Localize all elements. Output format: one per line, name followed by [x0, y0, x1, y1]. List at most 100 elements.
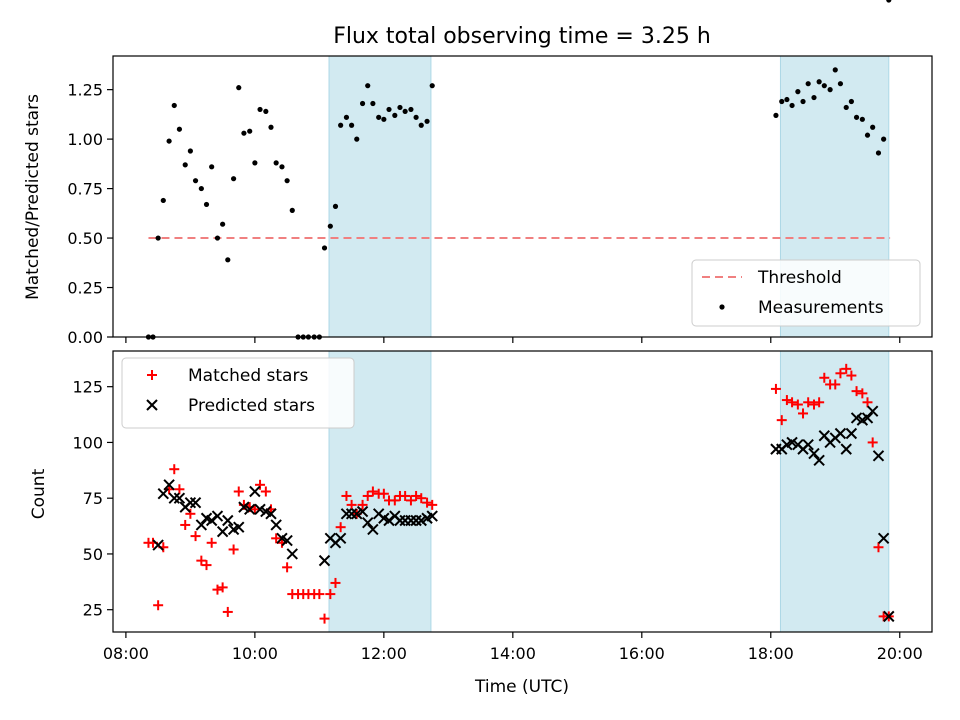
measurement-point: [408, 106, 414, 113]
matched-star-point: [180, 519, 191, 530]
measurement-point: [881, 136, 887, 142]
measurement-point: [247, 128, 253, 134]
matched-star-point: [389, 495, 400, 506]
matched-star-point: [217, 582, 228, 593]
measurement-point: [381, 116, 387, 122]
measurement-point: [263, 108, 269, 115]
measurement-point: [155, 235, 161, 241]
y-tick-label: 25: [83, 601, 103, 620]
matched-star-point: [169, 464, 180, 475]
matched-star-point: [190, 531, 201, 542]
measurement-point: [192, 178, 199, 184]
predicted-star-point: [340, 508, 353, 520]
legend-marker: [146, 399, 158, 411]
measurement-point: [800, 98, 806, 105]
x-tick-label: 18:00: [748, 644, 794, 663]
measurement-point: [187, 148, 193, 154]
measurement-point: [166, 138, 172, 144]
legend-box: [691, 259, 921, 327]
measurement-point: [338, 122, 344, 128]
measurement-point: [853, 114, 860, 120]
measurement-point: [870, 124, 876, 130]
measurement-point: [209, 164, 215, 170]
legend: Threshold Measurements: [691, 259, 921, 327]
predicted-star-point: [152, 539, 164, 551]
matched-star-point: [271, 533, 282, 544]
predicted-star-point: [334, 532, 347, 545]
measurement-point: [198, 185, 204, 192]
panel-ratio: 0.00 0.25 0.50 0.75 1.00 1.25 Threshold Measure…: [67, 0, 933, 347]
predicted-star-point: [405, 514, 417, 527]
matched-star-point: [857, 388, 868, 399]
measurement-point: [779, 98, 785, 105]
y-tick-label: 75: [83, 489, 103, 508]
matched-star-point: [319, 613, 330, 624]
legend-label: Predicted stars: [188, 396, 315, 416]
measurement-point: [257, 106, 263, 113]
measurement-point: [875, 150, 882, 156]
measurement-point: [827, 87, 833, 93]
predicted-star-point: [367, 523, 379, 536]
matched-star-point: [427, 499, 438, 510]
measurement-point: [397, 104, 403, 111]
matched-star-point: [212, 584, 223, 595]
measurement-point: [821, 83, 827, 89]
legend-label: Threshold: [757, 268, 842, 288]
observing-window: [779, 350, 890, 633]
measurement-point: [795, 89, 801, 95]
matched-star-point: [314, 589, 325, 600]
matched-star-point: [776, 415, 787, 426]
measurement-point: [241, 130, 247, 136]
predicted-star-point: [281, 534, 293, 547]
matched-star-point: [846, 370, 857, 381]
predicted-star-point: [840, 443, 852, 455]
matched-star-point: [174, 484, 185, 495]
matched-star-point: [835, 368, 846, 379]
predicted-star-point: [265, 508, 277, 520]
predicted-star-point: [426, 510, 438, 522]
matched-star-point: [330, 577, 341, 588]
predicted-star-point: [394, 514, 406, 527]
matched-star-point: [867, 437, 878, 448]
matched-star-point: [851, 386, 862, 397]
matched-star-point: [222, 606, 233, 617]
predicted-star-point: [872, 450, 885, 462]
predicted-star-point: [157, 488, 170, 500]
predicted-star-point: [356, 505, 369, 518]
measurement-point: [843, 104, 849, 111]
matched-star-point: [233, 486, 244, 497]
predicted-star-point: [410, 514, 422, 527]
y-tick-label: 0.50: [67, 229, 103, 248]
measurement-point: [848, 98, 854, 105]
y-tick-label: 0.75: [67, 180, 103, 199]
measurement-point: [273, 160, 279, 166]
y-tick-label: 100: [72, 433, 103, 452]
matched-star-point: [367, 486, 378, 497]
legend-marker: [719, 304, 725, 310]
measurement-point: [220, 221, 226, 227]
matched-star-point: [255, 479, 266, 490]
observing-window: [328, 55, 432, 338]
matched-star-point: [422, 497, 433, 508]
measurement-point: [332, 203, 339, 209]
panel-counts: 25 50 75 100 125 08:00 10:00 12:00 14:00 16:00 18:…: [72, 350, 933, 663]
matched-star-point: [282, 562, 293, 573]
measurement-point: [225, 257, 231, 263]
measurement-point: [418, 122, 424, 128]
x-tick-label: 20:00: [877, 644, 923, 663]
predicted-star-point: [163, 479, 175, 491]
matched-star-point: [803, 397, 814, 408]
y-tick-label: 1.00: [67, 130, 103, 149]
predicted-star-point: [184, 496, 197, 509]
measurement-point: [864, 132, 871, 138]
matched-star-point: [201, 560, 212, 571]
predicted-star-point: [883, 610, 895, 623]
matched-star-point: [787, 397, 798, 408]
y-axis-label-top: Matched/Predicted stars: [23, 94, 43, 300]
measurement-point: [370, 100, 376, 107]
measurement-point: [182, 162, 188, 168]
y-tick-label: 1.25: [67, 81, 103, 100]
measurement-point: [886, 0, 892, 3]
legend-box: [121, 357, 355, 429]
